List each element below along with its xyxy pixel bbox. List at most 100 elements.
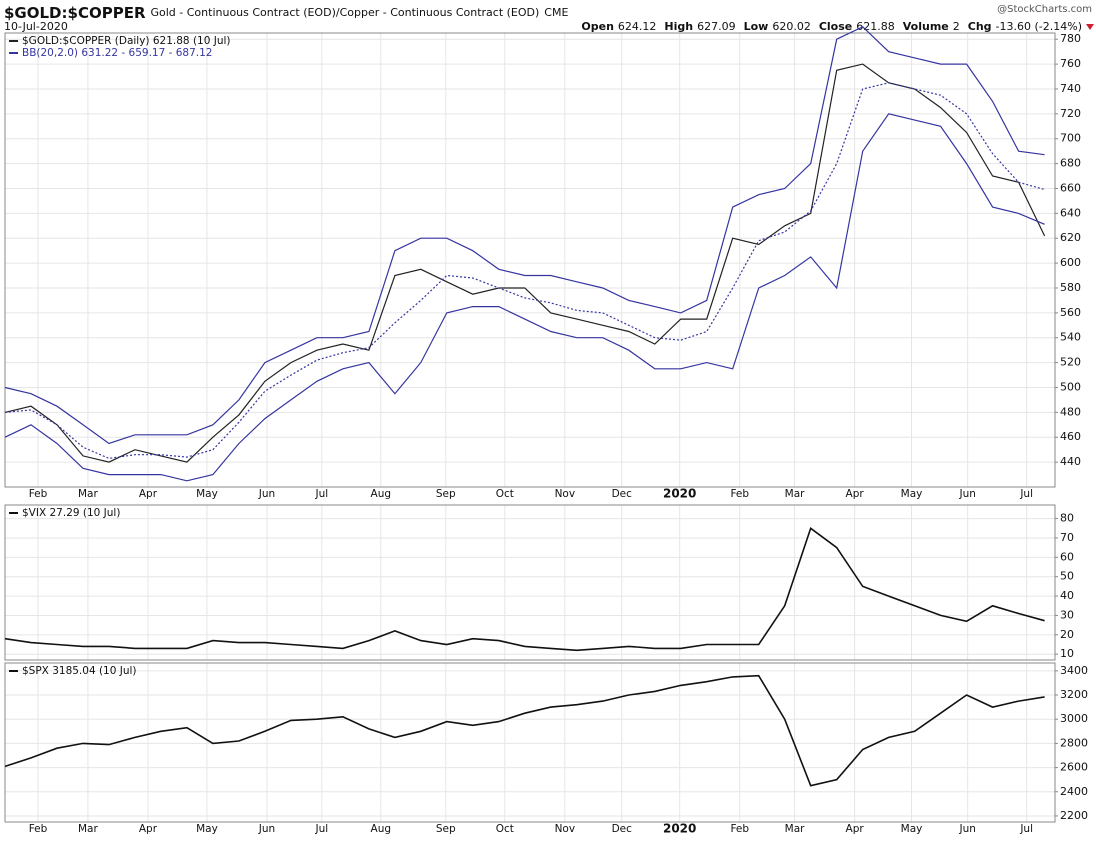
watermark: @StockCharts.com: [997, 4, 1092, 15]
x-tick-label: Jul: [314, 823, 328, 835]
y-tick-label: 720: [1060, 107, 1081, 120]
y-tick-label: 70: [1060, 531, 1074, 544]
x-tick-label: Mar: [78, 823, 98, 835]
quote-value: 2: [953, 20, 960, 33]
symbol: $GOLD:$COPPER: [4, 4, 146, 22]
series-line: [4, 113, 1045, 482]
down-arrow: [1086, 24, 1094, 30]
x-tick-label: Apr: [846, 823, 865, 835]
x-tick-label: Apr: [139, 488, 158, 500]
x-tick-label: Feb: [29, 823, 48, 835]
y-tick-label: 640: [1060, 206, 1081, 219]
x-tick-label: 2020: [663, 487, 696, 501]
y-tick-label: 40: [1060, 589, 1074, 602]
quote-label: Close: [819, 20, 852, 33]
exchange: CME: [544, 6, 568, 19]
y-tick-label: 700: [1060, 132, 1081, 145]
x-tick-label: May: [901, 823, 923, 835]
x-tick-label: Dec: [612, 488, 633, 500]
y-tick-label: 2600: [1060, 761, 1088, 774]
x-tick-label: Oct: [496, 823, 514, 835]
y-tick-label: 660: [1060, 181, 1081, 194]
y-tick-label: 480: [1060, 405, 1081, 418]
x-tick-label: Oct: [496, 488, 514, 500]
y-tick-label: 3000: [1060, 712, 1088, 725]
x-tick-label: May: [196, 488, 218, 500]
series-line: [4, 527, 1045, 652]
x-tick-label: Nov: [555, 488, 576, 500]
y-tick-label: 620: [1060, 231, 1081, 244]
legend-label: $SPX 3185.04 (10 Jul): [22, 665, 137, 677]
x-tick-label: Nov: [555, 823, 576, 835]
y-tick-label: 3200: [1060, 688, 1088, 701]
quote-label: Chg: [968, 20, 992, 33]
y-tick-label: 560: [1060, 306, 1081, 319]
x-tick-label: Jun: [258, 488, 275, 500]
y-tick-label: 20: [1060, 628, 1074, 641]
x-tick-label: Apr: [846, 488, 865, 500]
y-tick-label: 500: [1060, 380, 1081, 393]
quote-label: High: [664, 20, 693, 33]
y-tick-label: 680: [1060, 157, 1081, 170]
description: Gold - Continuous Contract (EOD)/Copper …: [151, 6, 540, 19]
quote-value: -13.60 (-2.14%): [996, 20, 1082, 33]
y-tick-label: 460: [1060, 430, 1081, 443]
quote-label: Low: [744, 20, 769, 33]
y-tick-label: 80: [1060, 512, 1074, 525]
quote-value: 620.02: [772, 20, 811, 33]
x-tick-label: 2020: [663, 822, 696, 836]
x-tick-label: Jul: [1019, 823, 1033, 835]
quote-value: 627.09: [697, 20, 736, 33]
x-tick-label: Aug: [371, 823, 392, 835]
y-tick-label: 580: [1060, 281, 1081, 294]
y-tick-label: 10: [1060, 647, 1074, 660]
x-tick-label: May: [196, 823, 218, 835]
x-tick-label: Apr: [139, 823, 158, 835]
x-tick-label: Sep: [436, 823, 456, 835]
y-tick-label: 780: [1060, 32, 1081, 45]
x-tick-label: Mar: [785, 823, 805, 835]
x-tick-label: Mar: [78, 488, 98, 500]
x-tick-label: Jun: [958, 823, 975, 835]
header-title: $GOLD:$COPPER Gold - Continuous Contract …: [4, 4, 568, 22]
y-tick-label: 2200: [1060, 809, 1088, 822]
x-tick-label: Jun: [258, 823, 275, 835]
x-tick-label: Sep: [436, 488, 456, 500]
date: 10-Jul-2020: [4, 20, 68, 33]
y-tick-label: 520: [1060, 356, 1081, 369]
series-line: [4, 82, 1045, 460]
legend-label: $GOLD:$COPPER (Daily) 621.88 (10 Jul): [22, 35, 231, 47]
x-tick-label: Mar: [785, 488, 805, 500]
x-tick-label: Dec: [612, 823, 633, 835]
x-tick-label: Jun: [958, 488, 975, 500]
y-tick-label: 2800: [1060, 736, 1088, 749]
series-line: [4, 26, 1045, 445]
y-tick-label: 30: [1060, 608, 1074, 621]
quote-label: Volume: [903, 20, 949, 33]
y-tick-label: 740: [1060, 82, 1081, 95]
quote-label: Open: [581, 20, 614, 33]
y-tick-label: 50: [1060, 570, 1074, 583]
x-tick-label: Feb: [29, 488, 48, 500]
series-line: [4, 63, 1046, 463]
x-tick-label: Feb: [730, 823, 749, 835]
quote: Open 624.12 High 627.09 Low 620.02 Close 621.88…: [581, 20, 1082, 33]
panel-frame: [4, 504, 1056, 661]
y-tick-label: 540: [1060, 331, 1081, 344]
legend-label: $VIX 27.29 (10 Jul): [22, 507, 120, 519]
y-tick-label: 3400: [1060, 664, 1088, 677]
y-tick-label: 60: [1060, 550, 1074, 563]
legend-label: BB(20,2.0) 631.22 - 659.17 - 687.12: [22, 47, 212, 59]
y-tick-label: 760: [1060, 57, 1081, 70]
x-tick-label: May: [901, 488, 923, 500]
y-tick-label: 2400: [1060, 785, 1088, 798]
x-tick-label: Aug: [371, 488, 392, 500]
quote-value: 624.12: [618, 20, 657, 33]
panel-frame: [4, 662, 1056, 823]
panel-frame: [4, 32, 1056, 488]
y-tick-label: 600: [1060, 256, 1081, 269]
y-tick-label: 440: [1060, 455, 1081, 468]
series-line: [4, 674, 1045, 787]
x-tick-label: Feb: [730, 488, 749, 500]
